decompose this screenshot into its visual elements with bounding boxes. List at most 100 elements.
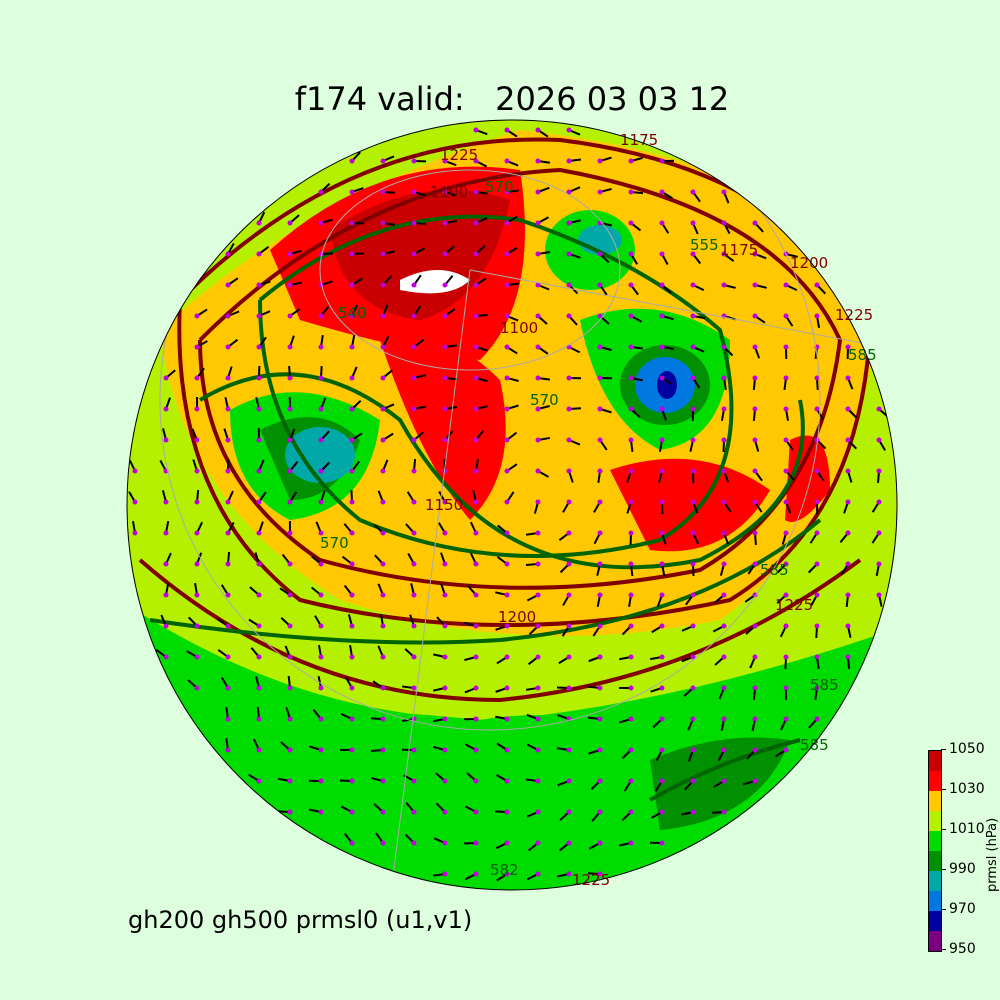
wind-barb-dot bbox=[690, 747, 696, 753]
wind-barb-dot bbox=[721, 406, 727, 412]
wind-barb-dot bbox=[535, 499, 541, 505]
wind-barb-dot bbox=[535, 406, 541, 412]
wind-barb-dot bbox=[628, 747, 634, 753]
wind-barb-dot bbox=[659, 468, 665, 474]
wind-barb-dot bbox=[597, 499, 603, 505]
wind-barb-dot bbox=[411, 220, 417, 226]
wind-barb-dot bbox=[349, 499, 355, 505]
wind-barb-dot bbox=[876, 530, 882, 536]
wind-barb-dot bbox=[256, 251, 262, 257]
wind-barb-dot bbox=[442, 189, 448, 195]
wind-barb-dot bbox=[628, 530, 634, 536]
wind-barb-dot bbox=[597, 840, 603, 846]
wind-barb-dot bbox=[721, 282, 727, 288]
contour-label: 1225 bbox=[440, 146, 478, 164]
wind-barb-dot bbox=[194, 592, 200, 598]
wind-barb-dot bbox=[380, 251, 386, 257]
wind-barb-dot bbox=[597, 375, 603, 381]
wind-barb-dot bbox=[411, 809, 417, 815]
wind-barb-dot bbox=[287, 561, 293, 567]
wind-barb-dot bbox=[256, 499, 262, 505]
wind-barb-dot bbox=[566, 747, 572, 753]
wind-barb-dot bbox=[783, 282, 789, 288]
wind-barb-dot bbox=[690, 344, 696, 350]
wind-barb-dot bbox=[473, 685, 479, 691]
wind-barb-dot bbox=[318, 747, 324, 753]
wind-barb-dot bbox=[256, 623, 262, 629]
wind-barb-dot bbox=[566, 685, 572, 691]
wind-barb-dot bbox=[876, 406, 882, 412]
wind-barb-dot bbox=[876, 592, 882, 598]
wind-barb-dot bbox=[504, 685, 510, 691]
wind-barb-dot bbox=[287, 406, 293, 412]
wind-barb-dot bbox=[225, 251, 231, 257]
wind-barb-dot bbox=[132, 468, 138, 474]
wind-barb-dot bbox=[442, 654, 448, 660]
wind-barb-dot bbox=[225, 375, 231, 381]
wind-barb-dot bbox=[535, 437, 541, 443]
wind-barb-dot bbox=[783, 375, 789, 381]
wind-barb-dot bbox=[194, 561, 200, 567]
wind-barb-dot bbox=[628, 561, 634, 567]
wind-barb-dot bbox=[845, 344, 851, 350]
wind-barb-dot bbox=[659, 530, 665, 536]
wind-barb-dot bbox=[597, 654, 603, 660]
colorbar-segment bbox=[929, 811, 941, 831]
wind-barb-dot bbox=[876, 468, 882, 474]
wind-barb-dot bbox=[473, 189, 479, 195]
contour-label: 1225 bbox=[835, 306, 873, 324]
wind-barb-dot bbox=[690, 530, 696, 536]
wind-barb-dot bbox=[473, 499, 479, 505]
wind-barb-dot bbox=[318, 530, 324, 536]
wind-barb-dot bbox=[225, 592, 231, 598]
wind-barb-dot bbox=[535, 716, 541, 722]
wind-barb-dot bbox=[659, 685, 665, 691]
colorbar-tick: 1010 bbox=[941, 820, 985, 838]
wind-barb-dot bbox=[659, 437, 665, 443]
wind-barb-dot bbox=[194, 375, 200, 381]
wind-barb-dot bbox=[721, 654, 727, 660]
wind-barb-dot bbox=[380, 282, 386, 288]
wind-barb-dot bbox=[442, 747, 448, 753]
wind-barb-dot bbox=[566, 530, 572, 536]
wind-barb-dot bbox=[225, 716, 231, 722]
wind-barb-dot bbox=[318, 809, 324, 815]
wind-barb-dot bbox=[163, 375, 169, 381]
wind-barb-dot bbox=[504, 375, 510, 381]
wind-barb-dot bbox=[473, 282, 479, 288]
wind-barb-dot bbox=[814, 313, 820, 319]
wind-barb-dot bbox=[535, 220, 541, 226]
wind-barb-dot bbox=[783, 344, 789, 350]
wind-barb-dot bbox=[566, 282, 572, 288]
wind-barb-dot bbox=[535, 189, 541, 195]
wind-barb-dot bbox=[659, 809, 665, 815]
wind-barb-dot bbox=[132, 530, 138, 536]
wind-barb-dot bbox=[504, 778, 510, 784]
wind-barb-dot bbox=[752, 499, 758, 505]
wind-barb-dot bbox=[659, 716, 665, 722]
wind-barb-dot bbox=[349, 158, 355, 164]
wind-barb-dot bbox=[535, 592, 541, 598]
wind-barb-dot bbox=[659, 251, 665, 257]
wind-barb-dot bbox=[659, 592, 665, 598]
wind-barb-dot bbox=[380, 561, 386, 567]
wind-barb-dot bbox=[473, 158, 479, 164]
wind-barb-dot bbox=[845, 654, 851, 660]
wind-barb-dot bbox=[814, 406, 820, 412]
wind-barb-dot bbox=[659, 344, 665, 350]
wind-barb-dot bbox=[752, 468, 758, 474]
wind-barb-dot bbox=[287, 747, 293, 753]
wind-barb-dot bbox=[535, 654, 541, 660]
wind-barb-dot bbox=[535, 747, 541, 753]
wind-barb-dot bbox=[349, 592, 355, 598]
wind-barb-dot bbox=[225, 747, 231, 753]
wind-barb-dot bbox=[721, 220, 727, 226]
wind-barb-dot bbox=[442, 840, 448, 846]
wind-barb-dot bbox=[225, 406, 231, 412]
wind-barb-dot bbox=[256, 778, 262, 784]
wind-barb-dot bbox=[473, 220, 479, 226]
wind-barb-dot bbox=[659, 747, 665, 753]
wind-barb-dot bbox=[287, 685, 293, 691]
wind-barb-dot bbox=[349, 468, 355, 474]
wind-barb-dot bbox=[225, 530, 231, 536]
